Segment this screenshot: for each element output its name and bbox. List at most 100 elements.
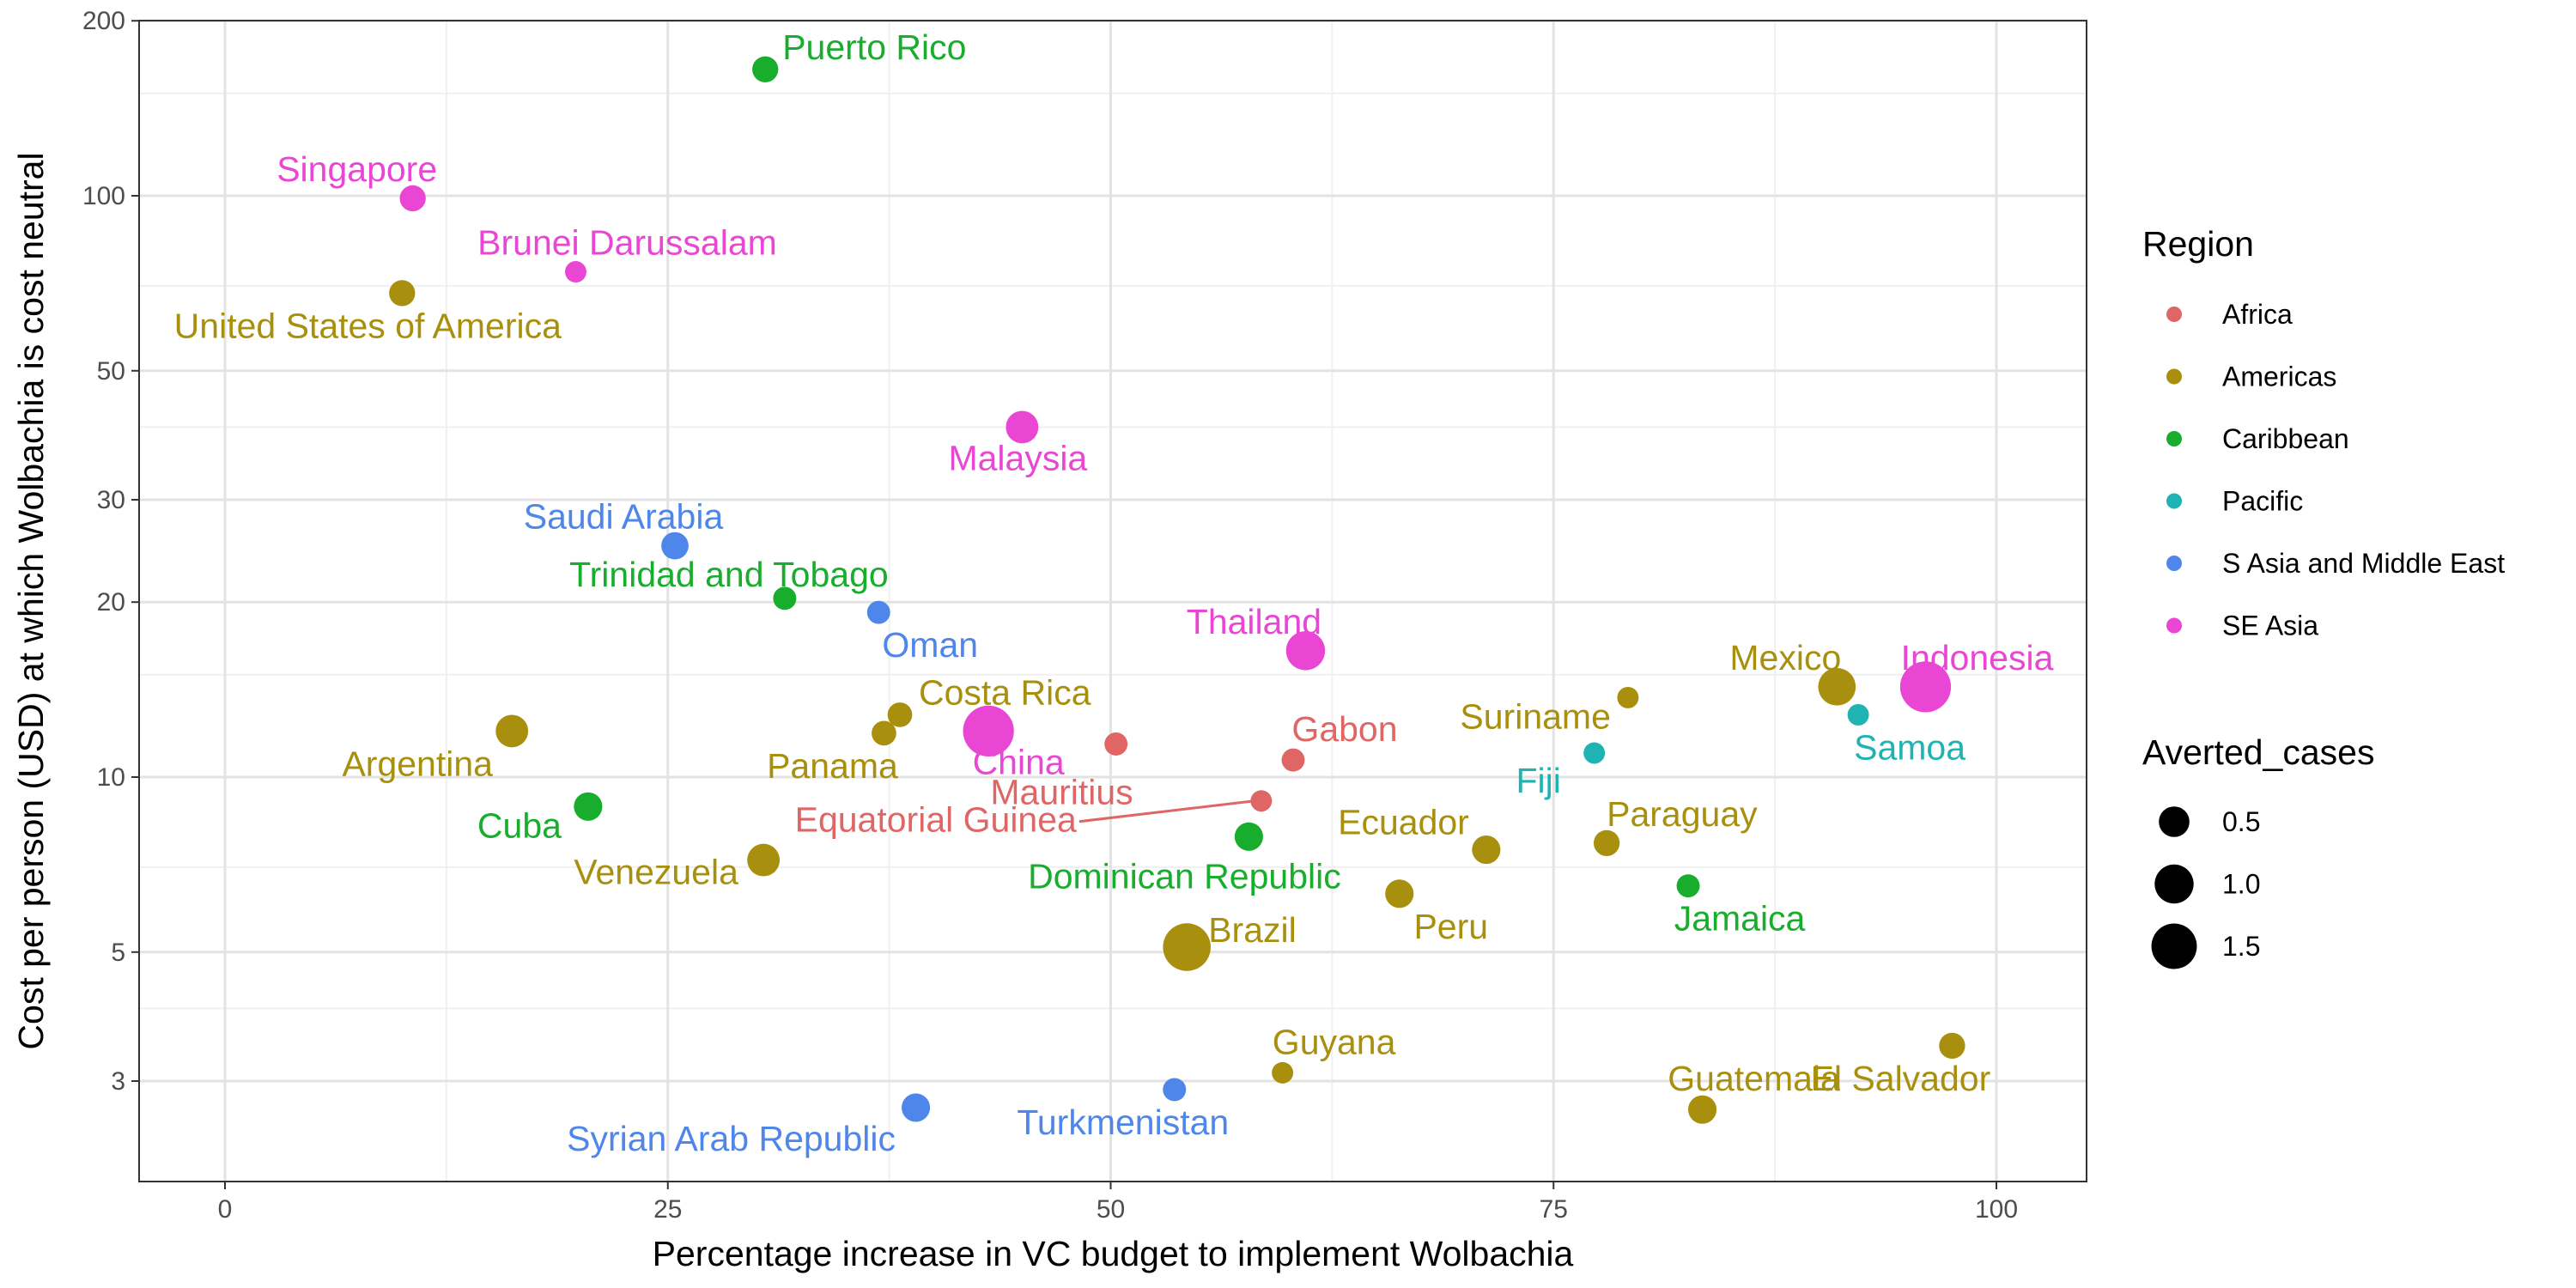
point-label: Guyana <box>1273 1022 1396 1061</box>
point-label: Costa Rica <box>919 672 1091 712</box>
point-label: Brazil <box>1208 910 1297 950</box>
point-label: Guatemala <box>1668 1059 1840 1098</box>
legend-size-key <box>2154 864 2194 904</box>
x-tick-label: 50 <box>1097 1195 1125 1224</box>
data-point <box>866 600 890 624</box>
y-tick-label: 10 <box>97 763 125 792</box>
legend-region-label: Pacific <box>2222 486 2303 517</box>
point-label: Saudi Arabia <box>524 497 724 537</box>
plot-border <box>138 20 2087 1182</box>
y-tick-label: 50 <box>97 357 125 386</box>
point-label: Equatorial Guinea <box>795 800 1077 840</box>
legend-size-label: 1.0 <box>2222 869 2260 900</box>
legend-size-title: Averted_cases <box>2142 732 2374 772</box>
data-point <box>1272 1061 1294 1084</box>
data-point <box>1163 1078 1187 1102</box>
point-label: Mauritius <box>990 772 1133 811</box>
legend-size-key <box>2151 923 2197 969</box>
data-point <box>1847 703 1869 726</box>
data-point <box>963 705 1014 757</box>
legend-size-key <box>2159 806 2190 837</box>
x-axis-ticks: 0 25 50 75 100 <box>218 1182 2018 1224</box>
point-label: China <box>973 742 1065 781</box>
legend-region-key <box>2166 307 2182 322</box>
data-point <box>495 714 529 748</box>
y-tick-label: 100 <box>82 182 125 210</box>
data-point <box>902 1093 931 1122</box>
data-point <box>1250 790 1273 812</box>
point-label: Dominican Republic <box>1028 856 1341 896</box>
data-point <box>1104 732 1128 756</box>
y-tick-label: 20 <box>97 588 125 617</box>
point-label: Ecuador <box>1338 803 1469 842</box>
y-tick-label: 5 <box>111 939 125 967</box>
data-point <box>872 720 896 746</box>
data-point <box>1676 874 1700 898</box>
legend-region-label: Caribbean <box>2222 423 2349 454</box>
legend-region-key <box>2166 556 2182 571</box>
data-point <box>661 532 689 560</box>
point-label: Jamaica <box>1674 899 1806 939</box>
data-point <box>574 792 603 821</box>
point-label: Mexico <box>1729 638 1841 677</box>
data-point <box>747 843 781 877</box>
data-point <box>1583 742 1606 764</box>
point-label: Samoa <box>1854 727 1965 767</box>
point-label: Gabon <box>1291 709 1397 749</box>
legend-region-key <box>2166 431 2182 447</box>
point-label: Puerto Rico <box>782 27 966 67</box>
data-point <box>1593 829 1620 856</box>
legend-region-title: Region <box>2142 224 2254 264</box>
y-axis-ticks: 3 5 10 20 30 50 100 200 <box>82 7 139 1096</box>
legend-region-label: Americas <box>2222 361 2336 392</box>
point-label: Malaysia <box>948 438 1087 477</box>
legend-region-key <box>2166 617 2182 634</box>
data-point <box>887 702 913 727</box>
legend-region-entries: Africa Americas Caribbean Pacific S Asia and… <box>2166 299 2505 641</box>
label-connector <box>1078 799 1255 823</box>
point-label: United States of America <box>174 306 562 345</box>
data-points <box>389 56 1965 1124</box>
data-point <box>389 280 416 307</box>
legend-region-key <box>2166 368 2182 385</box>
x-tick-label: 0 <box>218 1195 233 1224</box>
data-point <box>1234 822 1263 851</box>
x-tick-label: 75 <box>1540 1195 1568 1224</box>
legend-size-label: 0.5 <box>2222 806 2260 837</box>
legend-size-label: 1.5 <box>2222 931 2260 962</box>
point-label: El Salvador <box>1811 1059 1991 1098</box>
point-label: Paraguay <box>1607 794 1758 834</box>
data-point <box>565 261 586 283</box>
point-label: Argentina <box>342 744 493 783</box>
point-label: Suriname <box>1460 696 1610 736</box>
data-point <box>1163 923 1211 971</box>
point-label: Turkmenistan <box>1017 1103 1229 1142</box>
data-point <box>1472 835 1501 865</box>
data-point <box>1385 879 1414 908</box>
point-label: Fiji <box>1516 761 1561 800</box>
point-label: Venezuela <box>574 853 738 892</box>
y-tick-label: 200 <box>82 7 125 35</box>
legend-region-label: S Asia and Middle East <box>2222 548 2505 579</box>
legend-region-label: SE Asia <box>2222 611 2318 641</box>
y-tick-label: 3 <box>111 1067 125 1096</box>
data-point <box>1005 410 1039 444</box>
point-label: Singapore <box>276 149 437 189</box>
data-point <box>1281 748 1305 772</box>
data-point <box>1617 686 1639 708</box>
data-point <box>773 586 797 611</box>
point-label: Trinidad and Tobago <box>569 555 889 594</box>
legend-region-key <box>2166 493 2182 509</box>
point-label: Panama <box>767 746 898 786</box>
data-point <box>1285 631 1326 671</box>
legend-region-label: Africa <box>2222 299 2293 330</box>
point-label: Syrian Arab Republic <box>567 1119 896 1158</box>
data-point <box>1899 661 1952 713</box>
data-point <box>752 56 779 82</box>
point-labels: Puerto Rico Singapore Brunei Darussalam Uni… <box>174 27 2054 1158</box>
legend: Region Africa Americas Caribbean Pacific S A… <box>2142 224 2505 969</box>
data-point <box>1818 667 1856 706</box>
point-label: Peru <box>1413 907 1488 946</box>
x-tick-label: 100 <box>1975 1195 2018 1224</box>
data-point <box>399 185 426 212</box>
